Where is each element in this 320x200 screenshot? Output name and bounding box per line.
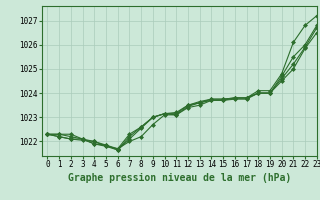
X-axis label: Graphe pression niveau de la mer (hPa): Graphe pression niveau de la mer (hPa) (68, 173, 291, 183)
